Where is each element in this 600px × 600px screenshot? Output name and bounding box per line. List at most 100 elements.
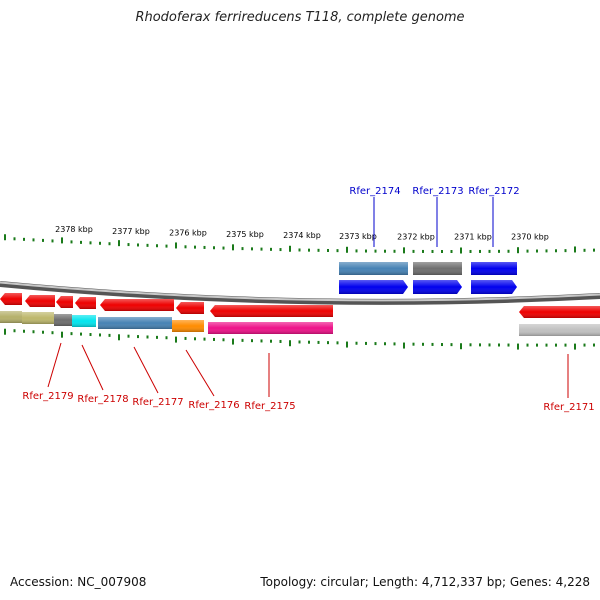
gene-arrow-shade bbox=[0, 293, 22, 305]
gene-label[interactable]: Rfer_2174 bbox=[349, 186, 400, 197]
scale-tick bbox=[412, 249, 415, 253]
gene-callouts: Rfer_2174 Rfer_2173 Rfer_2172 Rfer_2179 Rfer… bbox=[22, 186, 594, 413]
scale-tick bbox=[42, 330, 44, 334]
scale-tick bbox=[317, 248, 320, 252]
scale-tick bbox=[165, 336, 168, 340]
scale-labels: 2378 kbp 2377 kbp 2376 kbp 2375 kbp 2374 kbp… bbox=[55, 225, 549, 242]
scale-tick bbox=[384, 249, 386, 253]
scale-tick bbox=[184, 336, 187, 340]
scale-tick bbox=[80, 240, 82, 244]
scale-tick bbox=[450, 249, 453, 253]
scale-tick bbox=[488, 343, 491, 347]
scale-tick bbox=[507, 343, 510, 347]
scale-tick bbox=[450, 343, 453, 347]
scale-label: 2371 kbp bbox=[454, 233, 492, 242]
scale-tick bbox=[298, 248, 301, 252]
scale-tick bbox=[213, 337, 215, 341]
scale-tick bbox=[393, 342, 396, 346]
scale-tick bbox=[241, 247, 244, 251]
gene-label[interactable]: Rfer_2173 bbox=[412, 186, 463, 197]
scale-tick bbox=[536, 343, 538, 347]
forward-strand-genes bbox=[339, 262, 517, 294]
gene-label[interactable]: Rfer_2172 bbox=[468, 186, 519, 197]
scale-tick bbox=[260, 247, 263, 251]
scale-tick bbox=[70, 332, 73, 336]
scale-tick bbox=[175, 242, 177, 249]
scale-tick bbox=[118, 334, 120, 341]
gene-product-shade bbox=[0, 311, 22, 323]
scale-tick bbox=[346, 246, 348, 253]
scale-tick bbox=[118, 240, 120, 247]
gene-product-shade bbox=[208, 322, 333, 334]
scale-tick bbox=[51, 239, 54, 243]
scale-tick bbox=[165, 244, 168, 248]
scale-tick bbox=[289, 245, 291, 252]
scale-tick bbox=[526, 249, 529, 253]
gene-arrow-shade bbox=[56, 296, 73, 308]
scale-tick bbox=[545, 343, 548, 347]
gene-product-shade bbox=[339, 262, 408, 275]
scale-tick bbox=[593, 343, 595, 347]
scale-tick bbox=[403, 247, 405, 254]
scale-tick bbox=[137, 335, 139, 339]
scale-tick bbox=[232, 244, 234, 251]
scale-tick bbox=[308, 248, 310, 252]
scale-tick bbox=[108, 242, 111, 246]
callout-line bbox=[81, 344, 104, 391]
scale-tick bbox=[355, 341, 358, 345]
scale-label: 2375 kbp bbox=[226, 230, 264, 239]
scale-tick bbox=[270, 339, 272, 343]
scale-tick bbox=[146, 335, 149, 339]
gene-label[interactable]: Rfer_2176 bbox=[188, 400, 239, 411]
gene-label[interactable]: Rfer_2171 bbox=[543, 402, 594, 413]
scale-tick bbox=[289, 340, 291, 347]
scale-tick bbox=[251, 339, 253, 343]
scale-tick bbox=[460, 247, 462, 254]
scale-tick bbox=[517, 247, 519, 254]
scale-tick bbox=[422, 342, 424, 346]
scale-tick bbox=[517, 343, 519, 350]
gene-product-shade bbox=[54, 314, 72, 326]
callout-line bbox=[185, 349, 215, 397]
scale-label: 2378 kbp bbox=[55, 225, 93, 234]
scale-tick bbox=[498, 249, 500, 253]
scale-tick bbox=[279, 248, 282, 252]
accession-text: Accession: NC_007908 bbox=[10, 575, 147, 589]
scale-tick bbox=[99, 241, 101, 245]
scale-tick bbox=[127, 334, 130, 338]
scale-ticks-bottom bbox=[4, 328, 595, 350]
scale-tick bbox=[488, 249, 491, 253]
gene-arrow-shade bbox=[471, 280, 517, 294]
genome-summary-text: Topology: circular; Length: 4,712,337 bp… bbox=[260, 575, 590, 589]
scale-label: 2372 kbp bbox=[397, 232, 435, 241]
scale-tick bbox=[574, 343, 576, 350]
scale-tick bbox=[507, 249, 510, 253]
scale-tick bbox=[593, 248, 595, 252]
callout-line bbox=[47, 342, 62, 388]
gene-label[interactable]: Rfer_2178 bbox=[77, 394, 128, 405]
scale-tick bbox=[422, 249, 424, 253]
scale-tick bbox=[393, 249, 396, 253]
scale-tick bbox=[4, 234, 6, 241]
gene-product-shade bbox=[519, 324, 600, 336]
gene-arrow-shade bbox=[210, 305, 333, 317]
gene-product-shade bbox=[98, 317, 172, 329]
scale-tick bbox=[89, 241, 92, 245]
scale-tick bbox=[270, 247, 272, 251]
scale-tick bbox=[156, 335, 158, 339]
scale-tick bbox=[536, 249, 538, 253]
gene-label[interactable]: Rfer_2179 bbox=[22, 391, 73, 402]
scale-tick bbox=[89, 333, 92, 337]
gene-label[interactable]: Rfer_2177 bbox=[132, 397, 183, 408]
scale-tick bbox=[175, 336, 177, 343]
scale-tick bbox=[355, 249, 358, 253]
scale-tick bbox=[317, 340, 320, 344]
scale-tick bbox=[232, 338, 234, 345]
gene-arrow-shade bbox=[25, 295, 55, 307]
scale-tick bbox=[194, 337, 196, 341]
reverse-strand-genes bbox=[0, 293, 600, 336]
gene-label[interactable]: Rfer_2175 bbox=[244, 401, 295, 412]
scale-tick bbox=[32, 238, 35, 242]
scale-tick bbox=[412, 342, 415, 346]
